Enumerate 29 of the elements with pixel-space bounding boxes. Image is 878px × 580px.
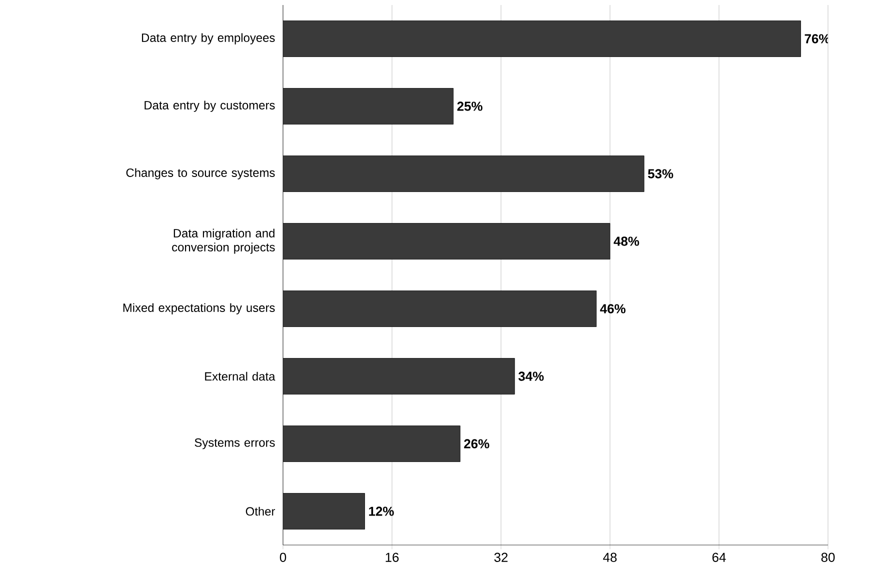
y-tick-label: Other	[246, 506, 276, 516]
x-tick-label: 16	[386, 552, 399, 562]
bar	[283, 223, 610, 260]
y-tick-label: Data migration and conversion projects	[172, 228, 275, 254]
data-label: 53%	[648, 169, 674, 178]
x-tick-label: 64	[712, 552, 726, 562]
data-label: 25%	[457, 102, 482, 111]
bar	[283, 156, 644, 192]
data-label: 26%	[464, 439, 490, 448]
data-label: 12%	[369, 506, 394, 516]
x-tick-label: 0	[280, 552, 286, 562]
x-tick-label: 48	[603, 552, 617, 562]
y-tick-label: External data	[205, 372, 276, 381]
x-tick-label: 80	[821, 552, 835, 562]
data-label: 34%	[518, 372, 544, 381]
y-tick-label: Changes to source systems	[126, 168, 275, 180]
bar	[283, 20, 801, 57]
y-tick-label: Data entry by customers	[144, 100, 275, 112]
bar	[283, 493, 365, 530]
x-tick-label: 32	[494, 552, 508, 562]
data-label: 46%	[600, 304, 626, 314]
bar	[283, 88, 454, 124]
bar	[283, 358, 515, 394]
y-tick-label: Mixed expectations by users	[123, 303, 275, 314]
y-tick-label: Systems errors	[194, 438, 275, 450]
data-label: 48%	[614, 236, 640, 246]
bar	[283, 290, 597, 327]
y-tick-label: Data entry by employees	[142, 33, 275, 44]
bar	[283, 426, 460, 462]
